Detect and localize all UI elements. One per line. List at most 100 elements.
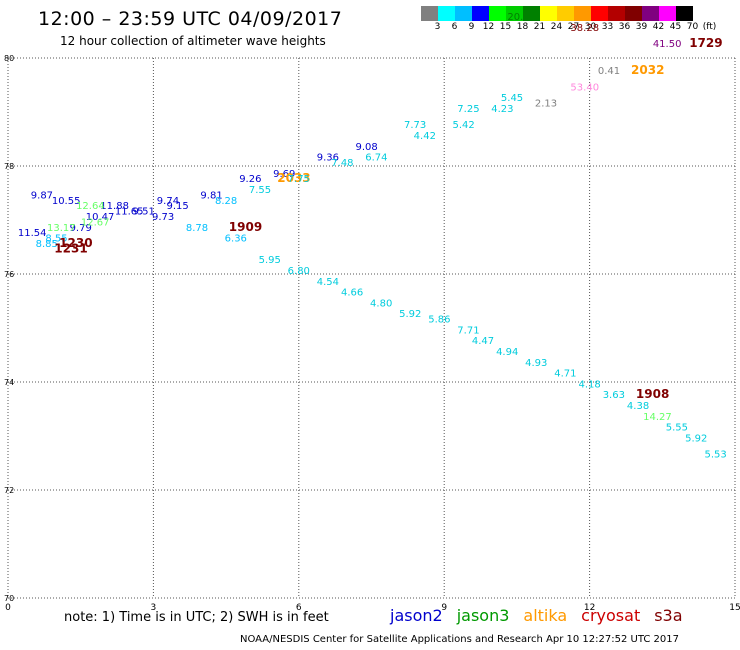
data-point-label: 8.55 xyxy=(45,234,67,245)
data-point-label: 5.42 xyxy=(452,120,474,131)
data-point-label: 8.28 xyxy=(215,196,237,207)
data-point-label: 2032 xyxy=(631,63,664,77)
data-point-label: 3.63 xyxy=(603,390,625,401)
legend-label: 33 xyxy=(601,22,614,32)
data-point-label: 7.25 xyxy=(457,104,479,115)
footer-credit: NOAA/NESDIS Center for Satellite Applica… xyxy=(240,634,679,645)
data-point-label: 12.64 xyxy=(76,201,105,212)
legend-swatch xyxy=(506,6,523,21)
satellite-legend: jason2 jason3 altika cryosat s3a xyxy=(390,606,697,625)
data-point-label: 41.50 xyxy=(653,39,682,50)
data-point-label: 10.47 xyxy=(86,212,115,223)
data-point-label: 7.75 xyxy=(288,174,310,185)
data-point-label: 7.55 xyxy=(249,185,271,196)
data-point-label: 14.27 xyxy=(643,412,672,423)
data-point-label: 7.73 xyxy=(404,120,426,131)
data-point-label: 11.65 xyxy=(115,207,144,218)
legend-swatch xyxy=(523,6,540,21)
footer-note: note: 1) Time is in UTC; 2) SWH is in fe… xyxy=(64,610,329,625)
data-point-label: 4.71 xyxy=(554,369,576,380)
data-point-label: 5.92 xyxy=(685,433,707,444)
legend-label: 6 xyxy=(451,22,458,32)
x-tick-label: 15 xyxy=(729,603,740,613)
legend-label: 21 xyxy=(533,22,546,32)
data-point-label: 9.51 xyxy=(133,207,155,218)
legend-swatch xyxy=(574,6,591,21)
satellite-label: s3a xyxy=(654,606,683,625)
satellite-label: altika xyxy=(523,606,568,625)
legend-label: 15 xyxy=(499,22,512,32)
data-point-label: 9.15 xyxy=(167,201,189,212)
y-tick-label: 70 xyxy=(4,594,14,603)
legend-swatch xyxy=(421,6,438,21)
legend-label: 12 xyxy=(482,22,495,32)
legend-swatch xyxy=(455,6,472,21)
legend-swatch xyxy=(472,6,489,21)
data-point-label: 13.17 xyxy=(47,223,76,234)
color-legend xyxy=(421,6,693,21)
x-tick-label: 3 xyxy=(151,603,157,613)
legend-label: 18 xyxy=(516,22,529,32)
y-tick-label: 76 xyxy=(4,270,14,279)
legend-label: 30 xyxy=(584,22,597,32)
data-point-label: 5.53 xyxy=(704,450,726,461)
data-point-label: 9.69 xyxy=(273,169,295,180)
data-point-label: 5.55 xyxy=(666,423,688,434)
data-point-label: 4.23 xyxy=(491,104,513,115)
data-point-label: 4.54 xyxy=(317,277,339,288)
data-point-label: 4.38 xyxy=(627,401,649,412)
legend-swatch xyxy=(625,6,642,21)
legend-swatch xyxy=(676,6,693,21)
legend-swatch xyxy=(438,6,455,21)
satellite-label: jason3 xyxy=(456,606,510,625)
x-tick-label: 0 xyxy=(5,603,11,613)
legend-label: (ft) xyxy=(702,22,717,32)
legend-label: 70 xyxy=(686,22,699,32)
legend-swatch xyxy=(557,6,574,21)
satellite-label: cryosat xyxy=(581,606,641,625)
data-point-label: 2.13 xyxy=(535,99,557,110)
data-point-label: 4.94 xyxy=(496,347,518,358)
legend-swatch xyxy=(608,6,625,21)
data-point-label: 4.18 xyxy=(578,379,600,390)
legend-label: 42 xyxy=(652,22,665,32)
data-point-label: 9.73 xyxy=(152,212,174,223)
data-point-label: 38.28 xyxy=(570,23,599,34)
data-point-label: 1230 xyxy=(59,236,92,250)
data-point-label: 11.54 xyxy=(18,228,47,239)
data-point-label: 10.55 xyxy=(52,196,81,207)
data-point-label: 9.74 xyxy=(157,196,179,207)
x-tick-label: 12 xyxy=(584,603,595,613)
data-point-label: 4.42 xyxy=(414,131,436,142)
legend-label: 9 xyxy=(468,22,475,32)
data-point-label: 11.88 xyxy=(100,201,129,212)
data-point-label: 6.80 xyxy=(288,266,310,277)
data-point-label: 4.47 xyxy=(472,336,494,347)
data-point-label: 8.85 xyxy=(36,239,58,250)
data-point-label: 9.81 xyxy=(200,190,222,201)
data-point-label: 7.48 xyxy=(331,158,353,169)
data-point-label: 8.78 xyxy=(186,223,208,234)
data-point-label: 0.41 xyxy=(598,66,620,77)
y-tick-label: 74 xyxy=(4,378,14,387)
data-point-label: 9.36 xyxy=(317,153,339,164)
x-tick-label: 6 xyxy=(296,603,302,613)
data-point-label: 1909 xyxy=(229,220,262,234)
data-point-label: 53.40 xyxy=(570,82,599,93)
data-point-label: 12.67 xyxy=(81,217,110,228)
data-point-label: 1908 xyxy=(636,387,669,401)
data-point-label: 9.08 xyxy=(356,142,378,153)
data-point-label: 5.45 xyxy=(501,93,523,104)
chart-title: 12:00 – 23:59 UTC 04/09/2017 xyxy=(38,8,343,30)
data-point-label: 6.36 xyxy=(225,234,247,245)
legend-swatch xyxy=(591,6,608,21)
y-tick-label: 78 xyxy=(4,162,14,171)
data-point-label: 9.26 xyxy=(239,174,261,185)
data-point-label: 1729 xyxy=(689,36,722,50)
data-point-label: 5.86 xyxy=(428,315,450,326)
legend-label: 24 xyxy=(550,22,563,32)
x-tick-label: 9 xyxy=(441,603,447,613)
legend-swatch xyxy=(659,6,676,21)
satellite-label: jason2 xyxy=(390,606,443,625)
